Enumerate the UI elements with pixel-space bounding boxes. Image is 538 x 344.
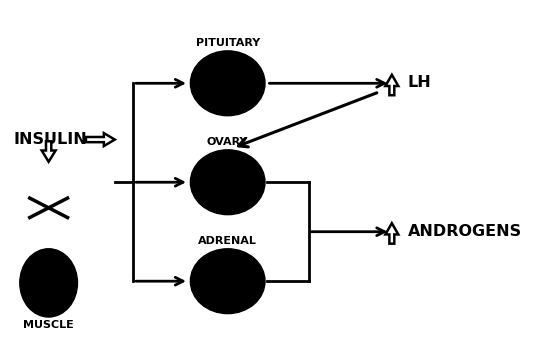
Text: INSULIN: INSULIN [14, 132, 88, 147]
Text: ANDROGENS: ANDROGENS [408, 224, 522, 239]
Polygon shape [86, 133, 115, 146]
Ellipse shape [190, 249, 265, 314]
Ellipse shape [190, 51, 265, 116]
Polygon shape [385, 223, 398, 244]
Polygon shape [41, 141, 55, 162]
Text: ADRENAL: ADRENAL [199, 236, 257, 246]
Ellipse shape [20, 249, 77, 317]
Text: LH: LH [408, 75, 431, 90]
Text: MUSCLE: MUSCLE [23, 320, 74, 330]
Text: OVARY: OVARY [207, 137, 249, 147]
Ellipse shape [190, 150, 265, 215]
Text: PITUITARY: PITUITARY [196, 38, 260, 48]
Polygon shape [385, 75, 398, 95]
